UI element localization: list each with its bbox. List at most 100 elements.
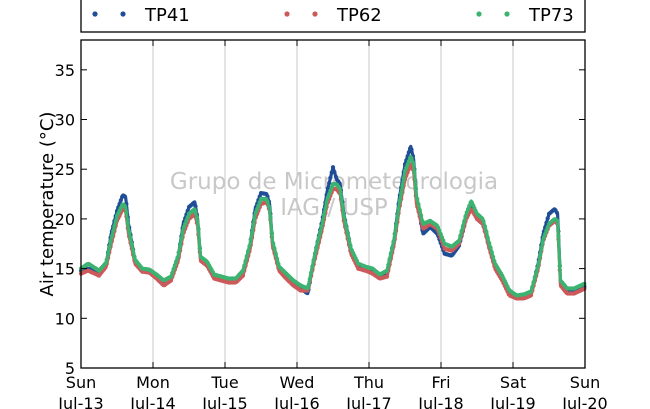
y-axis: 5 10 15 20 25 30 35 [55,61,585,378]
data-point [193,209,198,215]
data-point [179,236,184,241]
data-point [544,228,549,233]
x-tick-date: Jul-13 [57,394,103,409]
data-point [456,238,462,243]
data-point [322,212,327,217]
data-point [458,233,463,238]
data-point [253,210,258,215]
data-point [176,250,181,255]
data-point [413,186,418,191]
data-point [539,246,544,251]
data-point [412,170,417,175]
data-point [265,199,270,204]
data-point [396,206,401,211]
data-point [109,234,114,239]
x-axis: Sun Jul-13 Mon Jul-14 Tue Jul-15 Wed Jul-16 Thu J… [57,40,608,409]
data-point [462,219,467,224]
data-point [530,284,535,289]
data-point [528,289,534,294]
data-point [409,156,414,161]
data-point [276,261,281,267]
data-point [310,264,315,269]
y-tick-label: 5 [65,359,75,378]
data-point [240,268,246,273]
data-point [315,240,320,245]
data-point [554,210,560,215]
data-point [271,241,276,246]
data-point [242,263,247,268]
data-point [384,274,390,279]
data-point [103,261,108,266]
data-point [250,230,255,235]
data-point [540,240,545,245]
data-point [436,225,441,230]
data-point [174,259,179,264]
data-point [269,230,274,235]
y-tick-label: 30 [55,111,75,130]
data-point [168,278,174,283]
data-point [131,248,136,253]
y-tick-label: 25 [55,160,75,179]
data-point [384,268,390,273]
legend-marker [504,11,510,17]
data-point [404,165,409,170]
x-tick-day: Wed [280,373,315,392]
data-point [108,239,113,244]
data-point [275,256,280,261]
data-point [405,162,410,167]
data-point [488,245,493,250]
data-point [328,188,333,193]
data-point [460,224,465,229]
data-point [314,246,319,251]
data-point [485,235,490,240]
grid-lines [152,40,514,368]
data-point [538,253,543,258]
data-point [319,224,324,229]
data-point [439,235,445,240]
legend-label-tp62: TP62 [336,5,382,26]
x-tick-day: Mon [136,373,170,392]
data-point [531,280,536,285]
data-point [409,147,414,152]
data-point [481,219,486,224]
legend-box [80,0,586,33]
data-point [484,229,489,234]
data-point [328,175,333,180]
data-point [535,265,540,271]
data-point [327,192,332,197]
data-point [417,207,422,213]
data-point [257,200,262,205]
data-point [388,251,393,256]
x-tick-day: Thu [353,373,384,392]
data-point [401,176,406,181]
data-point [534,270,539,275]
data-point [251,223,256,228]
data-point [252,215,257,220]
data-point [106,251,111,256]
data-point [395,214,400,220]
data-point [320,218,325,223]
y-tick-label: 15 [55,260,75,279]
data-point [467,203,472,208]
data-point [127,229,132,234]
data-point [402,169,408,174]
data-point [175,255,180,260]
data-point [387,256,392,262]
data-point [196,227,201,232]
x-tick-day: Sun [570,373,600,392]
x-tick-date: Jul-19 [489,394,535,409]
data-point [192,200,197,205]
data-point [307,276,312,282]
data-point [338,192,343,197]
data-point [256,203,261,208]
data-point [532,275,538,280]
data-point [255,206,260,212]
x-tick-date: Jul-17 [345,394,391,409]
x-tick-day: Tue [210,373,238,392]
data-point [394,223,399,228]
data-point [541,235,547,240]
data-point [273,251,278,256]
data-point [400,183,405,188]
data-point [491,254,496,259]
data-point [459,228,464,234]
